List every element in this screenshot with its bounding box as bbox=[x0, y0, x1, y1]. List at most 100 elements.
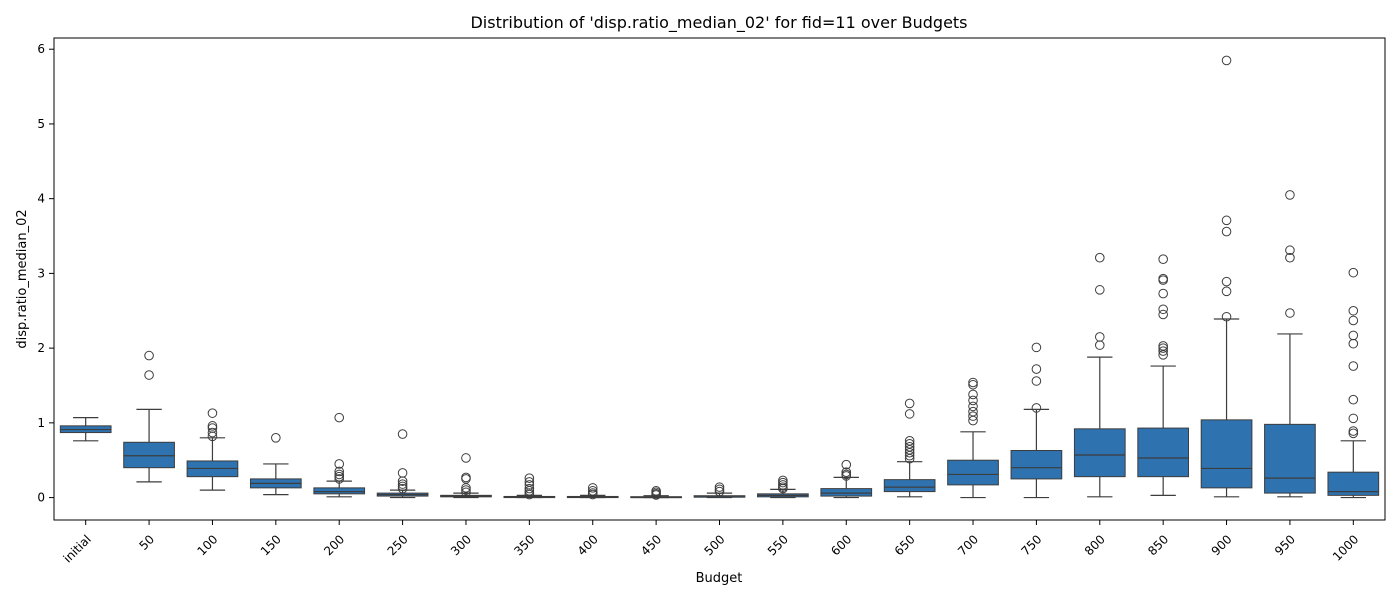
outlier-point bbox=[968, 401, 978, 412]
outlier-point bbox=[461, 485, 471, 495]
outlier-point bbox=[587, 488, 598, 498]
outlier-point bbox=[1158, 273, 1168, 284]
outlier-point bbox=[397, 468, 408, 478]
box-body bbox=[1327, 471, 1380, 496]
y-tick-label: 0 bbox=[37, 491, 45, 505]
box-body bbox=[1200, 419, 1253, 489]
outlier-point bbox=[334, 466, 345, 477]
box-900 bbox=[1200, 55, 1253, 498]
outlier-point bbox=[968, 411, 978, 421]
outlier-point bbox=[1285, 308, 1295, 318]
y-axis-label: disp.ratio_median_02 bbox=[15, 209, 30, 348]
box-850 bbox=[1137, 254, 1190, 496]
outlier-point bbox=[1158, 309, 1168, 320]
x-tick-label: 50 bbox=[136, 532, 157, 553]
x-tick-label: 1000 bbox=[1330, 532, 1361, 563]
box-150 bbox=[249, 432, 302, 496]
outlier-point bbox=[1158, 288, 1168, 299]
outlier-point bbox=[1221, 226, 1232, 237]
outlier-point bbox=[524, 480, 535, 490]
outlier-point bbox=[334, 471, 345, 482]
outlier-point bbox=[1348, 428, 1359, 439]
outlier-point bbox=[1221, 215, 1232, 226]
box-body bbox=[883, 479, 936, 493]
outlier-point bbox=[841, 469, 852, 480]
outlier-point bbox=[714, 484, 725, 495]
outlier-point bbox=[461, 453, 471, 463]
outlier-point bbox=[334, 412, 345, 423]
outlier-point bbox=[968, 395, 978, 406]
outlier-point bbox=[1094, 285, 1105, 295]
outlier-point bbox=[1285, 190, 1295, 200]
box-550 bbox=[757, 475, 809, 499]
outlier-point bbox=[524, 483, 535, 494]
x-tick-label: 900 bbox=[1209, 532, 1235, 558]
box-300 bbox=[440, 453, 492, 499]
outlier-point bbox=[397, 481, 408, 492]
outlier-point bbox=[968, 406, 978, 417]
x-tick-label: 150 bbox=[258, 532, 284, 558]
outlier-point bbox=[1348, 413, 1359, 424]
outlier-point bbox=[1285, 252, 1295, 263]
outlier-point bbox=[207, 421, 218, 431]
box-400 bbox=[566, 483, 619, 500]
outlier-point bbox=[904, 435, 915, 446]
outlier-point bbox=[1348, 305, 1359, 316]
outlier-point bbox=[1158, 341, 1168, 351]
box-body bbox=[1264, 423, 1316, 494]
outlier-point bbox=[1348, 315, 1359, 326]
outlier-point bbox=[1221, 55, 1232, 66]
outlier-point bbox=[1031, 342, 1042, 353]
box-50 bbox=[123, 350, 175, 483]
outlier-point bbox=[1094, 340, 1105, 350]
x-tick-label: 500 bbox=[702, 532, 728, 558]
outlier-point bbox=[714, 482, 725, 492]
x-tick-label: 200 bbox=[321, 532, 347, 558]
outlier-point bbox=[1285, 245, 1295, 256]
box-body bbox=[820, 488, 873, 497]
x-tick-label: 750 bbox=[1018, 532, 1044, 558]
x-tick-label: 400 bbox=[575, 532, 601, 558]
chart-title: Distribution of 'disp.ratio_median_02' f… bbox=[470, 13, 967, 33]
outlier-point bbox=[778, 477, 788, 488]
outlier-point bbox=[587, 483, 598, 493]
outlier-point bbox=[1158, 346, 1168, 356]
outlier-point bbox=[968, 377, 978, 388]
box-1000 bbox=[1327, 267, 1380, 499]
outlier-point bbox=[714, 486, 725, 497]
x-tick-label: 100 bbox=[194, 532, 220, 558]
y-tick-label: 3 bbox=[37, 266, 45, 280]
outlier-point bbox=[1031, 364, 1042, 374]
box-500 bbox=[693, 482, 746, 499]
outlier-point bbox=[397, 483, 408, 494]
x-tick-label: 700 bbox=[955, 532, 981, 558]
box-800 bbox=[1073, 252, 1126, 498]
outlier-point bbox=[524, 477, 535, 487]
outlier-point bbox=[271, 432, 281, 443]
x-tick-label: 250 bbox=[385, 532, 411, 558]
outlier-point bbox=[1094, 252, 1105, 263]
outlier-point bbox=[524, 473, 535, 483]
outlier-point bbox=[651, 486, 661, 496]
outlier-point bbox=[207, 427, 218, 438]
box-350 bbox=[503, 473, 556, 500]
outlier-point bbox=[1221, 286, 1232, 297]
x-tick-label: 650 bbox=[892, 532, 918, 558]
y-tick-label: 6 bbox=[37, 42, 45, 56]
box-950 bbox=[1264, 190, 1316, 498]
outlier-point bbox=[904, 409, 915, 419]
box-700 bbox=[947, 377, 999, 499]
outlier-point bbox=[1221, 311, 1232, 322]
x-axis-label: Budget bbox=[696, 571, 743, 586]
outlier-point bbox=[1031, 376, 1042, 386]
outlier-point bbox=[207, 408, 218, 418]
box-450 bbox=[630, 486, 682, 500]
box-initial bbox=[59, 417, 112, 442]
x-tick-label: 350 bbox=[511, 532, 537, 558]
outlier-point bbox=[1348, 267, 1359, 278]
y-tick-label: 5 bbox=[37, 117, 45, 131]
outlier-point bbox=[1031, 403, 1042, 413]
outlier-point bbox=[904, 438, 915, 449]
x-tick-label: 800 bbox=[1082, 532, 1108, 558]
outlier-point bbox=[461, 472, 471, 483]
